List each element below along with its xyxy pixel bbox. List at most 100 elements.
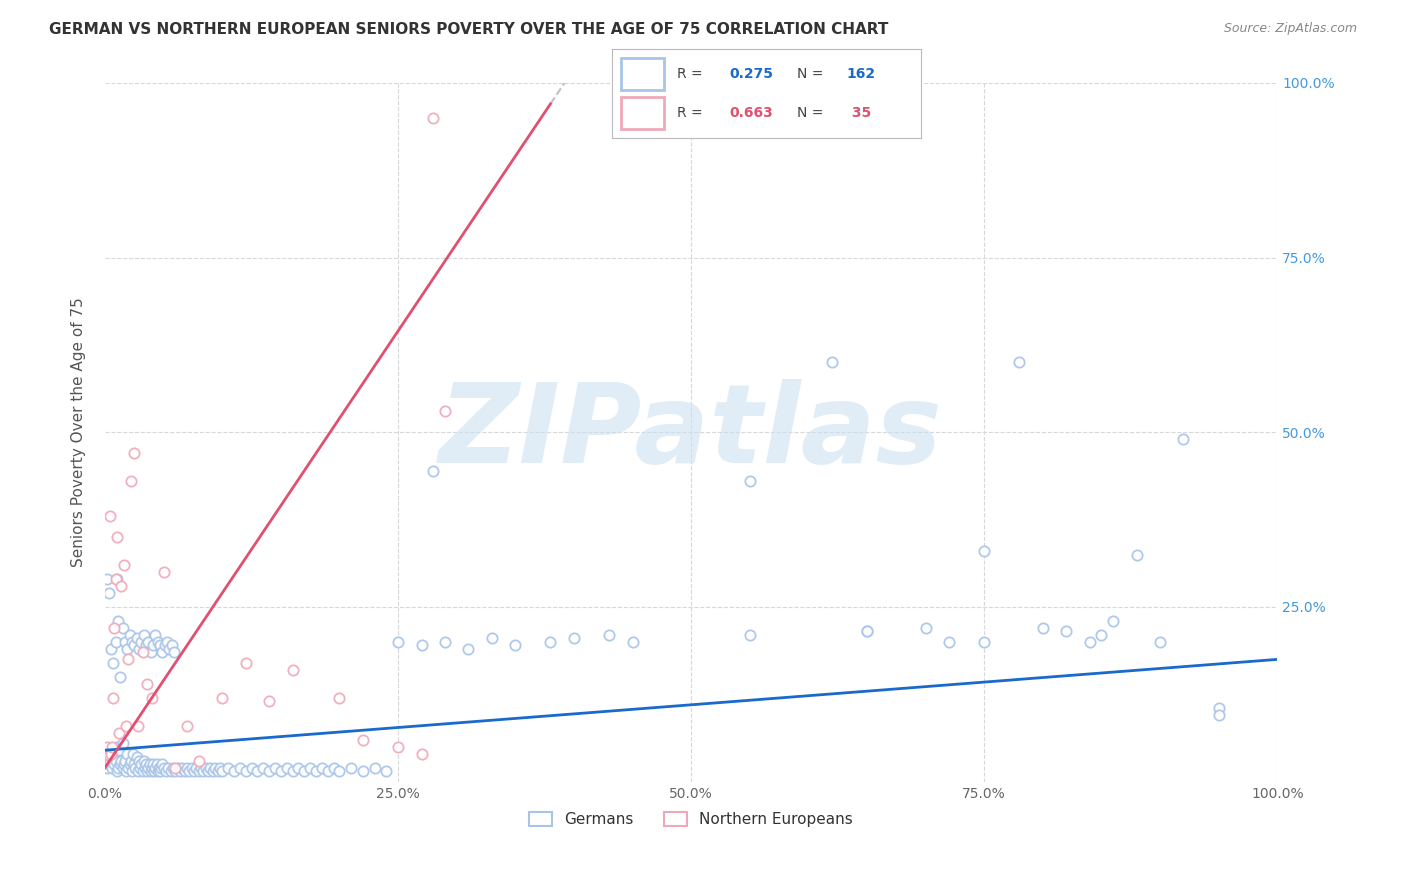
Point xyxy=(100,747,122,761)
Point xyxy=(142,757,165,772)
Point xyxy=(129,761,152,775)
Point xyxy=(145,757,167,772)
Point xyxy=(115,719,138,733)
Point xyxy=(143,764,166,779)
Point xyxy=(110,754,132,768)
Point xyxy=(110,579,132,593)
Point xyxy=(352,764,374,779)
Legend: Germans, Northern Europeans: Germans, Northern Europeans xyxy=(523,806,859,833)
Point xyxy=(281,663,304,677)
Text: ZIPatlas: ZIPatlas xyxy=(439,379,943,486)
Point xyxy=(96,739,118,754)
Point xyxy=(200,761,222,775)
Point xyxy=(207,764,229,779)
Point xyxy=(160,639,183,653)
Point xyxy=(124,639,146,653)
Point xyxy=(1208,701,1230,715)
Point xyxy=(1125,548,1147,562)
Point xyxy=(103,690,125,705)
Point xyxy=(328,690,350,705)
Point xyxy=(103,621,125,635)
Point xyxy=(287,761,309,775)
Point xyxy=(155,764,177,779)
Point xyxy=(422,111,444,125)
Point xyxy=(136,764,159,779)
Point xyxy=(150,761,173,775)
Point xyxy=(107,614,129,628)
Point xyxy=(105,530,128,544)
Point xyxy=(190,761,212,775)
Text: N =: N = xyxy=(797,67,828,81)
Y-axis label: Seniors Poverty Over the Age of 75: Seniors Poverty Over the Age of 75 xyxy=(72,297,86,567)
Point xyxy=(217,761,239,775)
Point xyxy=(121,635,143,649)
Point xyxy=(111,761,134,775)
Point xyxy=(139,764,162,779)
Point xyxy=(257,764,280,779)
Point xyxy=(131,635,153,649)
Point xyxy=(136,677,159,691)
Point xyxy=(114,754,136,768)
Point xyxy=(105,764,128,779)
Point xyxy=(914,621,936,635)
Point xyxy=(299,761,322,775)
Point xyxy=(179,764,201,779)
Point xyxy=(117,652,139,666)
Point xyxy=(229,761,252,775)
Point xyxy=(316,764,339,779)
Point xyxy=(211,690,233,705)
Point xyxy=(186,761,208,775)
Point xyxy=(169,764,191,779)
Point xyxy=(387,635,409,649)
Point xyxy=(135,757,157,772)
Point xyxy=(132,754,155,768)
Text: 0.275: 0.275 xyxy=(730,67,773,81)
Text: 162: 162 xyxy=(846,67,876,81)
Point xyxy=(131,757,153,772)
Point xyxy=(122,747,145,761)
Point xyxy=(194,761,217,775)
Point xyxy=(124,446,146,460)
Point xyxy=(311,761,333,775)
Point xyxy=(481,632,503,646)
Text: R =: R = xyxy=(676,67,707,81)
Point xyxy=(204,761,226,775)
Point xyxy=(201,764,224,779)
Point xyxy=(100,641,122,656)
Point xyxy=(98,754,121,768)
Point xyxy=(165,761,187,775)
Point xyxy=(101,739,124,754)
Point xyxy=(187,754,209,768)
Text: Source: ZipAtlas.com: Source: ZipAtlas.com xyxy=(1223,22,1357,36)
Point xyxy=(146,764,169,779)
Point xyxy=(141,761,163,775)
Point xyxy=(197,764,219,779)
Point xyxy=(124,761,146,775)
Point xyxy=(322,761,344,775)
Point xyxy=(598,628,620,642)
Point xyxy=(152,761,174,775)
Point xyxy=(264,761,287,775)
Point xyxy=(135,639,157,653)
Point xyxy=(104,572,127,586)
Point xyxy=(146,635,169,649)
Point xyxy=(973,635,995,649)
Point xyxy=(257,694,280,708)
Point xyxy=(159,641,181,656)
Point xyxy=(208,761,231,775)
Point xyxy=(211,764,233,779)
Point xyxy=(125,632,148,646)
Bar xyxy=(621,97,664,129)
Point xyxy=(180,761,202,775)
Point xyxy=(187,764,209,779)
Point xyxy=(124,757,146,772)
Point xyxy=(193,764,215,779)
Point xyxy=(252,761,274,775)
Point xyxy=(152,645,174,659)
Point xyxy=(1090,628,1112,642)
Point xyxy=(281,764,304,779)
Point xyxy=(104,754,127,768)
Point xyxy=(98,509,121,524)
Point xyxy=(111,736,134,750)
Point xyxy=(152,757,174,772)
